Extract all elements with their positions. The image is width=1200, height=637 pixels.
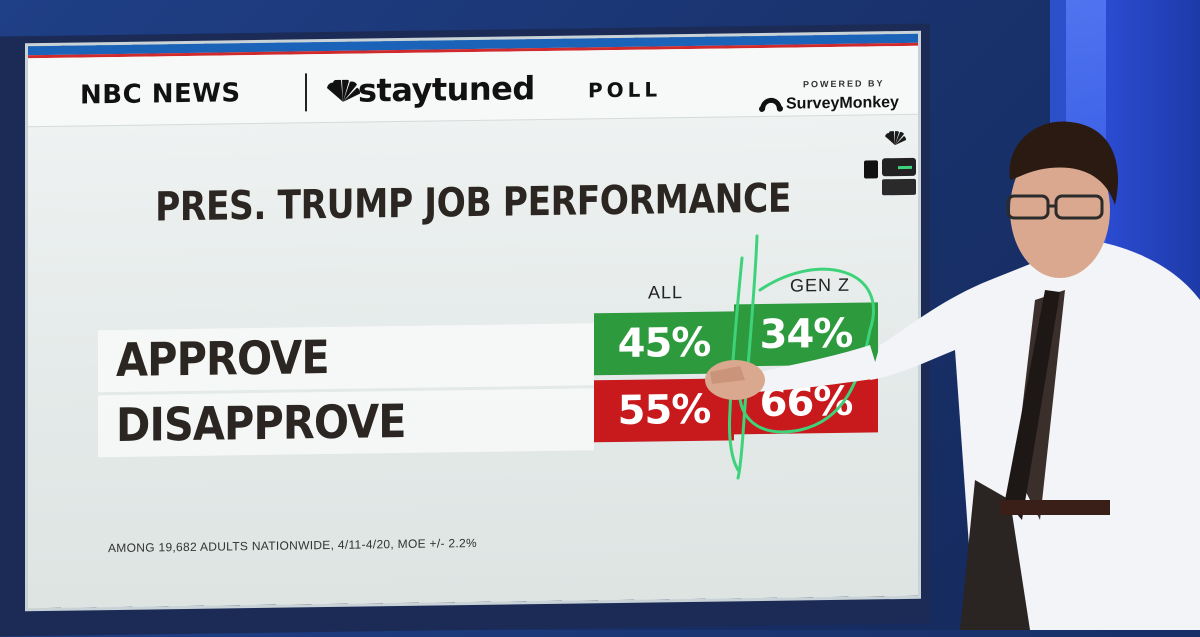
peacock-icon [885, 130, 906, 146]
poll-board: NBC NEWS staytuned POLL POWERED BY Surve… [28, 33, 918, 609]
peacock-icon [327, 79, 361, 102]
surveymonkey-icon [759, 97, 783, 112]
